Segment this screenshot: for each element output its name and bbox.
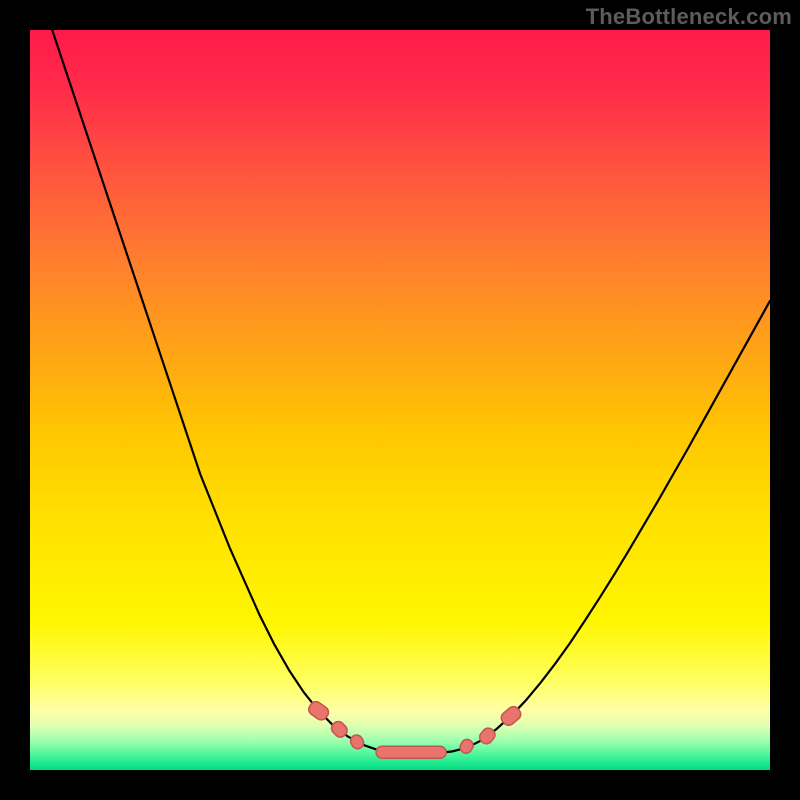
watermark-text: TheBottleneck.com bbox=[586, 4, 792, 30]
plot-area bbox=[30, 30, 770, 770]
gradient-background bbox=[30, 30, 770, 770]
plot-svg bbox=[30, 30, 770, 770]
chart-frame: TheBottleneck.com bbox=[0, 0, 800, 800]
marker-3 bbox=[376, 746, 446, 758]
